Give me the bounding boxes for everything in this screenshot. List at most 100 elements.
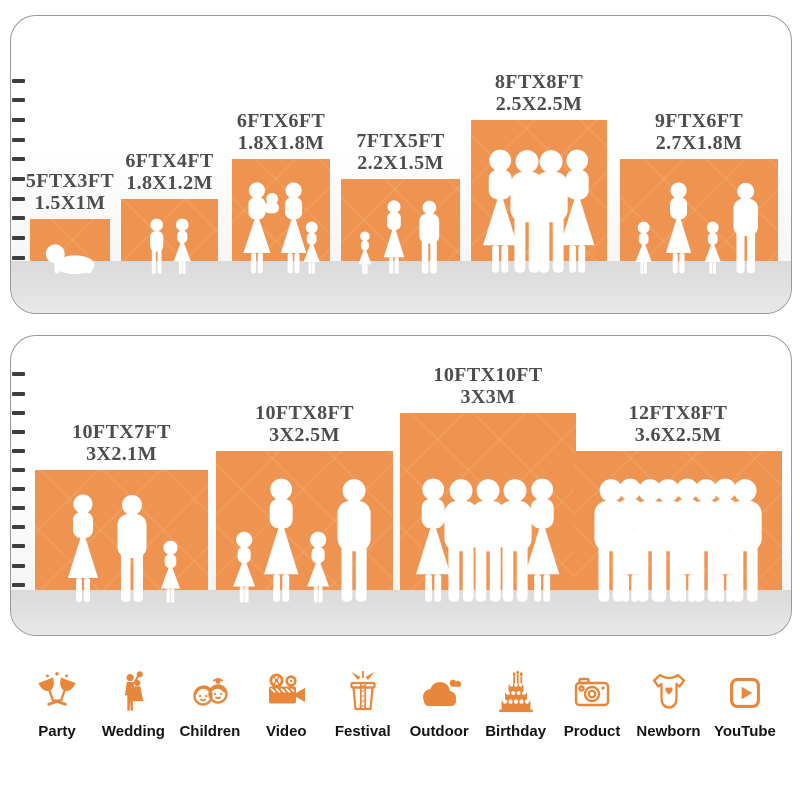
bar-size-label: 5FTX3FT 1.5X1M — [26, 170, 114, 214]
category-product: Product — [559, 662, 625, 740]
scale-tick — [12, 544, 25, 549]
scale-tick — [12, 448, 25, 453]
bar-size-label: 10FTX7FT 3X2.1M — [72, 421, 171, 465]
person-silhouette-woman — [68, 494, 98, 602]
video-camera-icon — [262, 662, 310, 716]
person-silhouette-girl — [173, 218, 191, 274]
category-youtube: YouTube — [712, 662, 778, 740]
silhouette-group — [471, 149, 607, 275]
size-meters: 1.8X1.8M — [237, 132, 325, 155]
person-silhouette-girl — [160, 540, 181, 603]
scale-tick — [12, 525, 25, 530]
person-silhouette-man — [733, 182, 759, 274]
floor-strip — [11, 261, 791, 313]
size-feet: 12FTX8FT — [628, 401, 728, 424]
person-silhouette-girl — [303, 221, 321, 274]
category-label: Product — [563, 723, 621, 740]
category-label: Festival — [334, 723, 391, 740]
scale-tick — [12, 216, 25, 221]
silhouette-group — [620, 182, 778, 275]
baby-onesie-icon — [645, 662, 693, 716]
category-children: Children — [177, 662, 243, 740]
size-feet: 8FTX8FT — [494, 71, 584, 94]
silhouette-group — [400, 478, 576, 604]
backdrop-bar-8ftx8ft — [471, 120, 607, 273]
cloud-icon — [415, 662, 463, 716]
silhouette-group — [30, 242, 110, 275]
category-label: YouTube — [713, 723, 776, 740]
person-silhouette-baby — [45, 244, 95, 275]
backdrop-bar-6ftx4ft — [121, 198, 218, 274]
size-meters: 3.6X2.5M — [634, 423, 722, 446]
size-meters: 2.2X1.5M — [357, 152, 444, 175]
person-silhouette-man — [419, 200, 440, 274]
bar-size-label: 6FTX4FT 1.8X1.2M — [125, 150, 213, 194]
person-silhouette-woman — [483, 149, 518, 273]
category-label: Outdoor — [409, 723, 469, 740]
silhouette-group — [121, 218, 218, 275]
backdrops-panel-top: 123456789105FTX3FT1.5X1M6FTX4FT1.8X1.2M6… — [10, 15, 792, 314]
person-silhouette-woman — [665, 182, 691, 274]
person-silhouette-woman — [416, 478, 451, 602]
size-meters: 1.5X1M — [34, 191, 106, 214]
camera-icon — [568, 662, 616, 716]
size-feet: 5FTX3FT — [25, 169, 115, 192]
person-silhouette-girl — [358, 231, 372, 275]
bar-size-label: 7FTX5FT 2.2X1.5M — [356, 130, 444, 174]
person-silhouette-woman-baby — [243, 182, 280, 274]
bar-size-label: 9FTX6FT 2.7X1.8M — [655, 110, 743, 154]
party-icon — [34, 662, 80, 716]
scale-tick — [12, 506, 25, 511]
scale-tick — [12, 196, 25, 201]
silhouette-group — [341, 200, 460, 275]
size-feet: 6FTX4FT — [125, 149, 214, 172]
scale-tick — [12, 372, 25, 377]
person-silhouette-girl — [635, 221, 653, 274]
bar-size-label: 12FTX8FT 3.6X2.5M — [629, 402, 728, 446]
person-silhouette-woman — [264, 478, 299, 602]
person-silhouette-girl — [704, 221, 721, 274]
silhouette-group — [216, 478, 393, 604]
scale-tick — [12, 255, 25, 260]
person-silhouette-woman — [525, 478, 560, 602]
scale-tick — [12, 468, 25, 473]
person-silhouette-man — [498, 479, 532, 602]
scale-tick — [12, 391, 25, 396]
backdrop-bar-12ftx8ft — [574, 450, 782, 602]
person-silhouette-woman — [280, 182, 306, 274]
wedding-couple-icon — [110, 662, 156, 716]
category-label: Children — [179, 723, 241, 740]
person-silhouette-girl — [233, 531, 256, 603]
size-feet: 10FTX10FT — [433, 363, 543, 386]
person-silhouette-woman — [560, 149, 595, 273]
scale-tick — [12, 157, 25, 162]
size-meters: 2.7X1.8M — [655, 132, 743, 155]
size-feet: 10FTX7FT — [72, 421, 171, 444]
silhouette-group — [574, 478, 782, 604]
scale-tick — [12, 236, 25, 241]
backdrops-panel-bottom: 12345678910111210FTX7FT3X2.1M10FTX8FT3X2… — [10, 335, 792, 636]
bar-size-label: 10FTX10FT 3X3M — [433, 364, 542, 408]
youtube-play-icon — [722, 662, 768, 716]
scale-tick — [12, 563, 25, 568]
size-meters: 1.8X1.2M — [126, 171, 213, 194]
size-feet: 10FTX8FT — [255, 401, 354, 424]
size-feet: 7FTX5FT — [356, 130, 445, 153]
silhouette-group — [232, 182, 330, 275]
person-silhouette-man — [728, 479, 762, 602]
size-meters: 3X2.1M — [86, 443, 157, 466]
person-silhouette-woman — [383, 200, 405, 274]
bar-size-label: 6FTX6FT 1.8X1.8M — [237, 110, 325, 154]
category-label: Video — [266, 723, 307, 740]
category-party: Party — [24, 662, 90, 740]
backdrop-bar-9ftx6ft — [620, 159, 778, 274]
scale-tick — [12, 487, 25, 492]
bar-size-label: 10FTX8FT 3X2.5M — [255, 402, 354, 446]
scale-tick — [12, 78, 25, 83]
gift-box-icon — [339, 662, 387, 716]
category-wedding: Wedding — [100, 662, 166, 740]
person-silhouette-girl — [307, 531, 329, 603]
size-feet: 6FTX6FT — [236, 110, 326, 133]
category-newborn: Newborn — [636, 662, 702, 740]
